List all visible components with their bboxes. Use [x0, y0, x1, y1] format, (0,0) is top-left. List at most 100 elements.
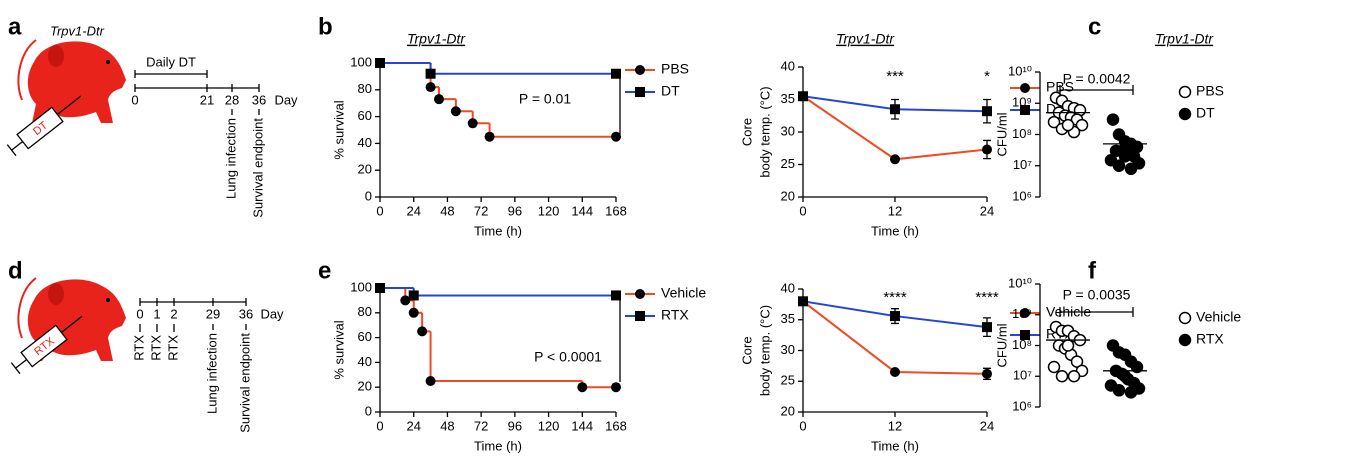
y-tick-label: 10⁹: [1012, 95, 1032, 110]
dot: [1055, 370, 1069, 383]
y-axis-label: CFU/ml: [994, 112, 1009, 156]
marker: [982, 106, 992, 117]
y-tick-label: 10⁸: [1012, 126, 1032, 141]
legend-marker: [635, 289, 645, 299]
day-label: 28: [225, 92, 239, 107]
y-tick-label: 10⁸: [1012, 337, 1032, 352]
comparison-bracket: [1059, 307, 1134, 317]
y-tick-label: 30: [781, 342, 795, 357]
marker: [425, 376, 436, 386]
x-tick-label: 0: [799, 418, 806, 433]
y-tick-label: 10⁶: [1012, 398, 1032, 413]
y-tick-label: 10¹⁰: [1008, 63, 1032, 78]
day-label: 0: [136, 306, 143, 321]
marker: [611, 131, 621, 142]
unit-label: Day: [274, 92, 298, 107]
unit-label: Day: [260, 306, 284, 321]
marker: [425, 82, 436, 93]
y-axis-label: body temp. (°C): [757, 305, 772, 396]
y-tick-label: 25: [781, 373, 795, 388]
x-tick-label: 144: [571, 418, 593, 433]
marker: [425, 68, 436, 79]
legend-marker: [1178, 85, 1192, 99]
dot: [1112, 159, 1126, 172]
legend-marker: [635, 87, 645, 97]
y-tick-label: 0: [365, 188, 372, 203]
bracket-label: Daily DT: [146, 54, 196, 69]
y-tick-label: 100: [350, 54, 372, 69]
legend-marker: [1020, 105, 1030, 115]
dot: [1124, 162, 1138, 176]
x-tick-label: 12: [888, 203, 902, 218]
event-label: Survival endpoint: [250, 118, 265, 218]
marker: [982, 144, 992, 155]
y-tick-label: 100: [350, 279, 372, 294]
legend-label: RTX: [1196, 331, 1224, 347]
y-tick-label: 40: [781, 280, 795, 295]
legend-marker: [1020, 83, 1030, 93]
p-value: P = 0.01: [519, 91, 572, 107]
dot: [1118, 150, 1132, 163]
y-tick-label: 0: [365, 403, 372, 418]
y-axis-label: CFU/ml: [994, 323, 1009, 367]
legend-label: Vehicle: [661, 285, 706, 301]
x-axis-label: Time (h): [871, 223, 919, 238]
day-label: 1: [153, 306, 160, 321]
y-tick-label: 20: [358, 162, 372, 177]
marker: [611, 68, 621, 79]
dot: [1047, 115, 1061, 129]
dot: [1061, 339, 1075, 352]
y-tick-label: 10⁷: [1013, 157, 1032, 172]
marker: [890, 104, 900, 115]
y-axis-label: body temp. (°C): [757, 86, 772, 177]
x-tick-label: 168: [605, 203, 627, 218]
panel-letter: b: [318, 13, 333, 40]
panel-letter: e: [318, 257, 331, 284]
event-label: RTX: [148, 335, 163, 361]
legend-label: DT: [661, 83, 680, 99]
marker: [890, 311, 900, 322]
marker: [611, 290, 621, 301]
dot: [1112, 384, 1126, 397]
p-value: P < 0.0001: [534, 349, 602, 365]
marker: [408, 307, 419, 318]
y-tick-label: 60: [358, 329, 372, 344]
x-tick-label: 48: [440, 418, 454, 433]
y-tick-label: 10¹⁰: [1008, 275, 1032, 290]
y-tick-label: 20: [358, 379, 372, 394]
y-axis-label: % survival: [331, 100, 346, 159]
p-value: P = 0.0042: [1063, 71, 1131, 87]
y-axis-label: Core: [739, 336, 754, 364]
marker: [577, 382, 588, 393]
y-tick-label: 80: [358, 304, 372, 319]
dot: [1047, 360, 1061, 374]
event-label: Survival endpoint: [237, 333, 252, 433]
y-tick-label: 60: [358, 108, 372, 123]
marker: [982, 368, 992, 379]
x-tick-label: 96: [508, 203, 522, 218]
x-tick-label: 24: [980, 418, 994, 433]
dot: [1067, 370, 1081, 383]
marker: [890, 154, 900, 165]
y-tick-label: 20: [781, 403, 795, 418]
dot: [1061, 118, 1075, 132]
timeline: [139, 298, 247, 332]
x-tick-label: 120: [538, 418, 560, 433]
x-tick-label: 96: [508, 418, 522, 433]
marker: [375, 283, 385, 293]
x-tick-label: 120: [538, 203, 560, 218]
y-tick-label: 25: [781, 156, 795, 171]
chart-title: Trpv1-Dtr: [836, 31, 895, 47]
legend-marker: [635, 311, 645, 321]
panel-letter: a: [8, 13, 22, 40]
marker: [467, 118, 478, 129]
x-axis-label: Time (h): [871, 438, 919, 453]
legend-label: DT: [1196, 105, 1215, 121]
day-label: 21: [200, 92, 214, 107]
dot: [1124, 386, 1138, 399]
dot: [1075, 118, 1089, 132]
syringe: DT: [6, 95, 82, 157]
comparison-bracket: [1059, 85, 1134, 95]
day-label: 2: [170, 306, 177, 321]
